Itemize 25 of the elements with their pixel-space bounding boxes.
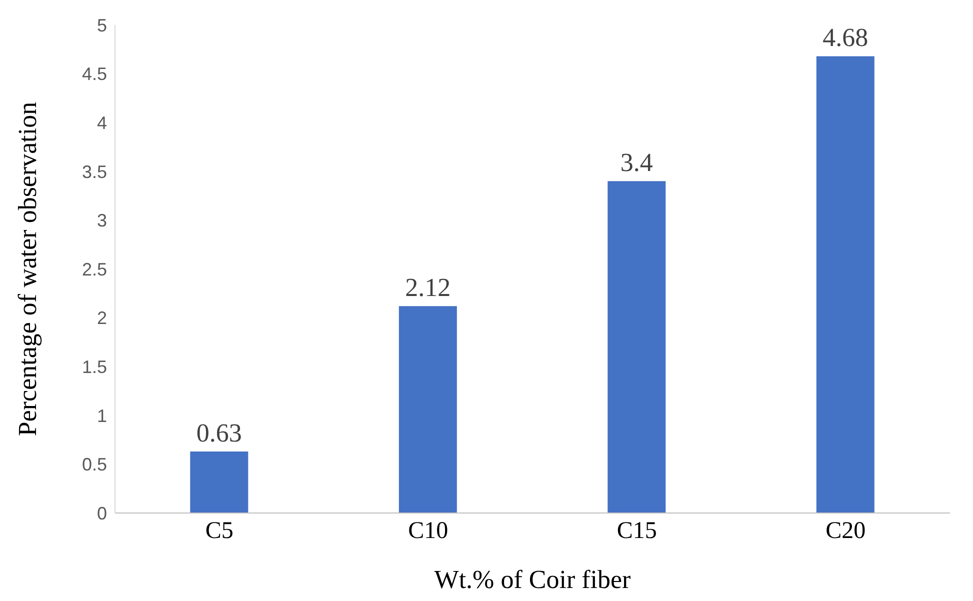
- y-tick-label: 1: [96, 406, 107, 426]
- data-label: 2.12: [405, 273, 451, 302]
- data-label: 4.68: [822, 23, 868, 52]
- y-tick-label: 3.5: [82, 162, 107, 182]
- y-tick-label: 2.5: [82, 259, 107, 280]
- bar: [608, 181, 666, 513]
- y-tick-label: 4: [96, 112, 107, 133]
- y-tick-label: 0.5: [82, 454, 107, 475]
- data-label: 0.63: [196, 418, 242, 448]
- bar: [816, 56, 874, 513]
- x-tick-label: C5: [205, 518, 234, 544]
- y-tick-label: 5: [96, 15, 107, 36]
- y-axis-title: Percentage of water observation: [13, 102, 42, 436]
- x-axis-title: Wt.% of Coir fiber: [434, 565, 632, 594]
- x-tick-label: C20: [826, 518, 866, 544]
- y-tick-label: 0: [96, 503, 107, 524]
- bar: [398, 306, 457, 513]
- y-tick-label: 2: [96, 308, 107, 328]
- x-tick-label: C15: [616, 518, 657, 544]
- bar: [190, 452, 248, 513]
- x-tick-label: C10: [408, 518, 448, 544]
- y-tick-label: 1.5: [82, 356, 107, 377]
- data-label: 3.4: [620, 148, 653, 178]
- y-tick-label: 4.5: [82, 64, 107, 84]
- y-tick-label: 3: [96, 210, 107, 231]
